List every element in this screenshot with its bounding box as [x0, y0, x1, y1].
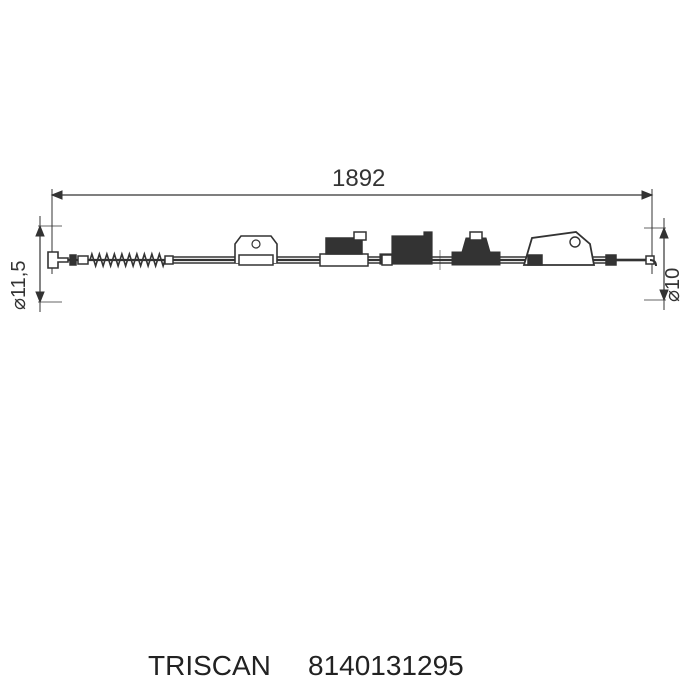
- technical-drawing: [0, 0, 700, 700]
- diagram-canvas: 1892 ⌀11,5 ⌀10 TRISCAN 8140131295: [0, 0, 700, 700]
